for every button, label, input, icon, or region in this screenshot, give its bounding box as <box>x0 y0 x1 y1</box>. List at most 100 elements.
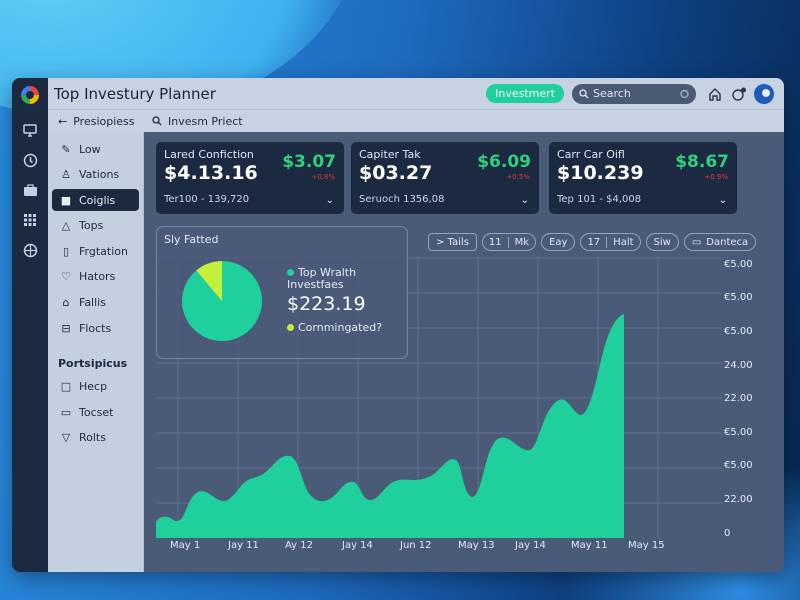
card-delta: $3.07 <box>282 152 336 172</box>
microphone-icon[interactable] <box>680 89 689 99</box>
legend-dot-icon <box>287 324 294 331</box>
calendar-icon: ▭ <box>691 236 702 248</box>
summary-card[interactable]: Lared Confiction $4.13.16 $3.07 +0.8% Te… <box>156 142 344 214</box>
pie-legend-secondary: Cornmingated? <box>287 321 382 334</box>
area-series <box>156 314 624 538</box>
legend-label: Top Wralth Investfaes <box>287 266 357 291</box>
pie-value: $223.19 <box>287 293 366 315</box>
y-axis-tick: €5.00 <box>724 460 753 471</box>
sidebar-item-label: Coiglis <box>79 193 116 207</box>
summary-card[interactable]: Carr Car Oifl $10.239 $8.67 +0.9% Tep 10… <box>549 142 737 214</box>
sidebar-item-label: Hecp <box>79 380 108 394</box>
chevron-down-icon[interactable]: ⌄ <box>520 195 529 206</box>
sidebar-item-coiglis[interactable]: ■ Coiglis <box>52 189 139 212</box>
home-icon[interactable] <box>706 85 724 103</box>
legend-label: Cornmingated? <box>298 321 383 334</box>
main-content: Lared Confiction $4.13.16 $3.07 +0.8% Te… <box>144 132 784 572</box>
pie-summary-panel: Sly Fatted Top Wralth Investfaes $223.19… <box>156 226 408 359</box>
breadcrumb-label: Invesm Priect <box>168 114 243 128</box>
y-axis-tick: €5.00 <box>724 427 753 438</box>
x-axis-tick: Jay 11 <box>228 540 259 551</box>
card-delta: $6.09 <box>477 152 531 172</box>
filter-siw[interactable]: Siw <box>645 233 679 251</box>
filter-danteca[interactable]: ▭ Danteca <box>683 233 757 251</box>
card-value: $10.239 <box>557 162 644 184</box>
sidebar-item-label: Rolts <box>79 431 106 445</box>
phone-icon: ▯ <box>62 244 70 258</box>
search-input[interactable]: Search <box>572 83 696 104</box>
card-subtitle: Tep 101 - $4,008 <box>557 194 642 205</box>
y-axis-tick: 22.00 <box>724 393 753 404</box>
sidebar-item-low[interactable]: ✎ Low <box>52 138 139 160</box>
filter-danteca-label: Danteca <box>706 236 749 248</box>
sub-toolbar: ← Presiopiess Invesm Priect <box>48 110 784 132</box>
x-axis-tick: Jay 14 <box>342 540 373 551</box>
card-value: $03.27 <box>359 162 433 184</box>
sidebar: ✎ Low ♙ Vations ■ Coiglis △ Tops ▯ Frgtation … <box>48 132 144 572</box>
sidebar-item-fallis[interactable]: ⌂ Fallis <box>52 292 139 314</box>
filter-tails[interactable]: > Tails <box>428 233 477 251</box>
y-axis-tick: 24.00 <box>724 360 753 371</box>
sidebar-item-flocts[interactable]: ⊟ Flocts <box>52 317 139 339</box>
chart-filter-bar: > Tails 11 Mk Eay 17 Halt Siw ▭ Danteca <box>428 233 757 251</box>
y-axis-tick: €5.00 <box>724 292 753 303</box>
icon-rail <box>12 78 48 572</box>
card-title: Carr Car Oifl <box>557 148 625 161</box>
chevron-down-icon[interactable]: ⌄ <box>718 195 727 206</box>
filter-group-2: 17 Halt <box>580 233 641 251</box>
y-axis-tick: 22.00 <box>724 494 753 505</box>
sidebar-item-tocset[interactable]: ▭ Tocset <box>52 401 139 423</box>
user-avatar[interactable] <box>754 83 774 104</box>
sidebar-item-label: Fallis <box>79 296 106 310</box>
filter-halt[interactable]: Halt <box>606 236 639 248</box>
sidebar-item-hators[interactable]: ♡ Hators <box>52 266 139 288</box>
x-axis-tick: Jun 12 <box>400 540 432 551</box>
sidebar-item-frgtation[interactable]: ▯ Frgtation <box>52 240 139 262</box>
arrow-left-icon: ← <box>58 114 68 128</box>
notifications-icon[interactable] <box>730 85 748 103</box>
globe-icon[interactable] <box>20 240 40 260</box>
legend-dot-icon <box>287 269 294 276</box>
sidebar-item-label: Vations <box>79 168 120 182</box>
card-delta-sub: +0.9% <box>704 173 728 181</box>
x-axis-tick: May 13 <box>458 540 495 551</box>
clock-icon[interactable] <box>20 150 40 170</box>
sidebar-item-rolts[interactable]: ▽ Rolts <box>52 427 139 449</box>
sidebar-item-label: Frgtation <box>79 244 128 258</box>
y-axis-tick: €5.00 <box>724 259 753 270</box>
triangle-icon: ▽ <box>61 431 71 445</box>
chevron-down-icon[interactable]: ⌄ <box>325 195 334 206</box>
app-logo-icon[interactable] <box>21 86 39 104</box>
app-title: Top Investury Planner <box>54 84 216 103</box>
breadcrumb[interactable]: Invesm Priect <box>144 115 243 128</box>
title-bar: Top Investury Planner Investmert Search <box>48 78 784 110</box>
monitor-icon[interactable] <box>20 120 40 140</box>
back-button[interactable]: ← Presiopiess <box>48 115 144 128</box>
grid-icon[interactable] <box>20 210 40 230</box>
filter-11[interactable]: 11 <box>488 236 502 248</box>
x-axis-tick: May 11 <box>571 540 608 551</box>
back-label: Presiopiess <box>73 114 135 128</box>
briefcase-icon[interactable] <box>20 180 40 200</box>
pie-chart[interactable] <box>182 261 262 341</box>
x-axis-tick: May 15 <box>628 540 665 551</box>
sidebar-item-tops[interactable]: △ Tops <box>52 215 139 237</box>
pie-panel-title: Sly Fatted <box>164 233 219 246</box>
x-axis-tick: Jay 14 <box>515 540 546 551</box>
location-icon: ♡ <box>61 270 71 284</box>
summary-card[interactable]: Capiter Tak $03.27 $6.09 +0.5% Seruoch 1… <box>351 142 539 214</box>
search-icon <box>579 88 589 98</box>
card-icon: ▭ <box>60 405 72 419</box>
filter-17[interactable]: 17 <box>587 236 601 248</box>
lock-icon: ⊟ <box>61 321 71 335</box>
sidebar-item-hecp[interactable]: □ Hecp <box>52 376 139 398</box>
sidebar-item-vations[interactable]: ♙ Vations <box>52 164 139 186</box>
filter-mk[interactable]: Mk <box>507 236 535 248</box>
pin-icon: ✎ <box>61 142 71 156</box>
folder-icon: ⌂ <box>62 296 70 310</box>
filter-easy[interactable]: Eay <box>541 233 576 251</box>
bell-icon: △ <box>61 219 71 233</box>
y-axis-tick: 0 <box>724 528 731 539</box>
search-placeholder: Search <box>593 87 631 100</box>
investment-button[interactable]: Investmert <box>486 84 564 103</box>
